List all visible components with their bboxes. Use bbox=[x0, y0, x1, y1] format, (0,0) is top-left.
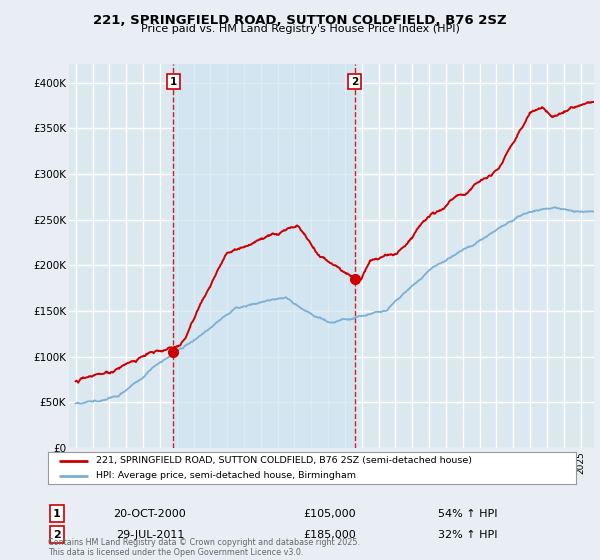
Text: 20-OCT-2000: 20-OCT-2000 bbox=[113, 508, 187, 519]
Text: £185,000: £185,000 bbox=[304, 530, 356, 540]
Text: 32% ↑ HPI: 32% ↑ HPI bbox=[438, 530, 498, 540]
Text: 2: 2 bbox=[53, 530, 61, 540]
Text: 221, SPRINGFIELD ROAD, SUTTON COLDFIELD, B76 2SZ (semi-detached house): 221, SPRINGFIELD ROAD, SUTTON COLDFIELD,… bbox=[95, 456, 472, 465]
Text: 1: 1 bbox=[53, 508, 61, 519]
Bar bbox=[173, 64, 355, 448]
Text: 54% ↑ HPI: 54% ↑ HPI bbox=[438, 508, 498, 519]
Text: £105,000: £105,000 bbox=[304, 508, 356, 519]
Text: HPI: Average price, semi-detached house, Birmingham: HPI: Average price, semi-detached house,… bbox=[95, 471, 356, 480]
Text: Contains HM Land Registry data © Crown copyright and database right 2025.
This d: Contains HM Land Registry data © Crown c… bbox=[48, 538, 360, 557]
Text: Price paid vs. HM Land Registry's House Price Index (HPI): Price paid vs. HM Land Registry's House … bbox=[140, 24, 460, 34]
Text: 221, SPRINGFIELD ROAD, SUTTON COLDFIELD, B76 2SZ: 221, SPRINGFIELD ROAD, SUTTON COLDFIELD,… bbox=[93, 14, 507, 27]
Text: 29-JUL-2011: 29-JUL-2011 bbox=[116, 530, 184, 540]
Text: 1: 1 bbox=[170, 77, 177, 87]
Text: 2: 2 bbox=[351, 77, 358, 87]
